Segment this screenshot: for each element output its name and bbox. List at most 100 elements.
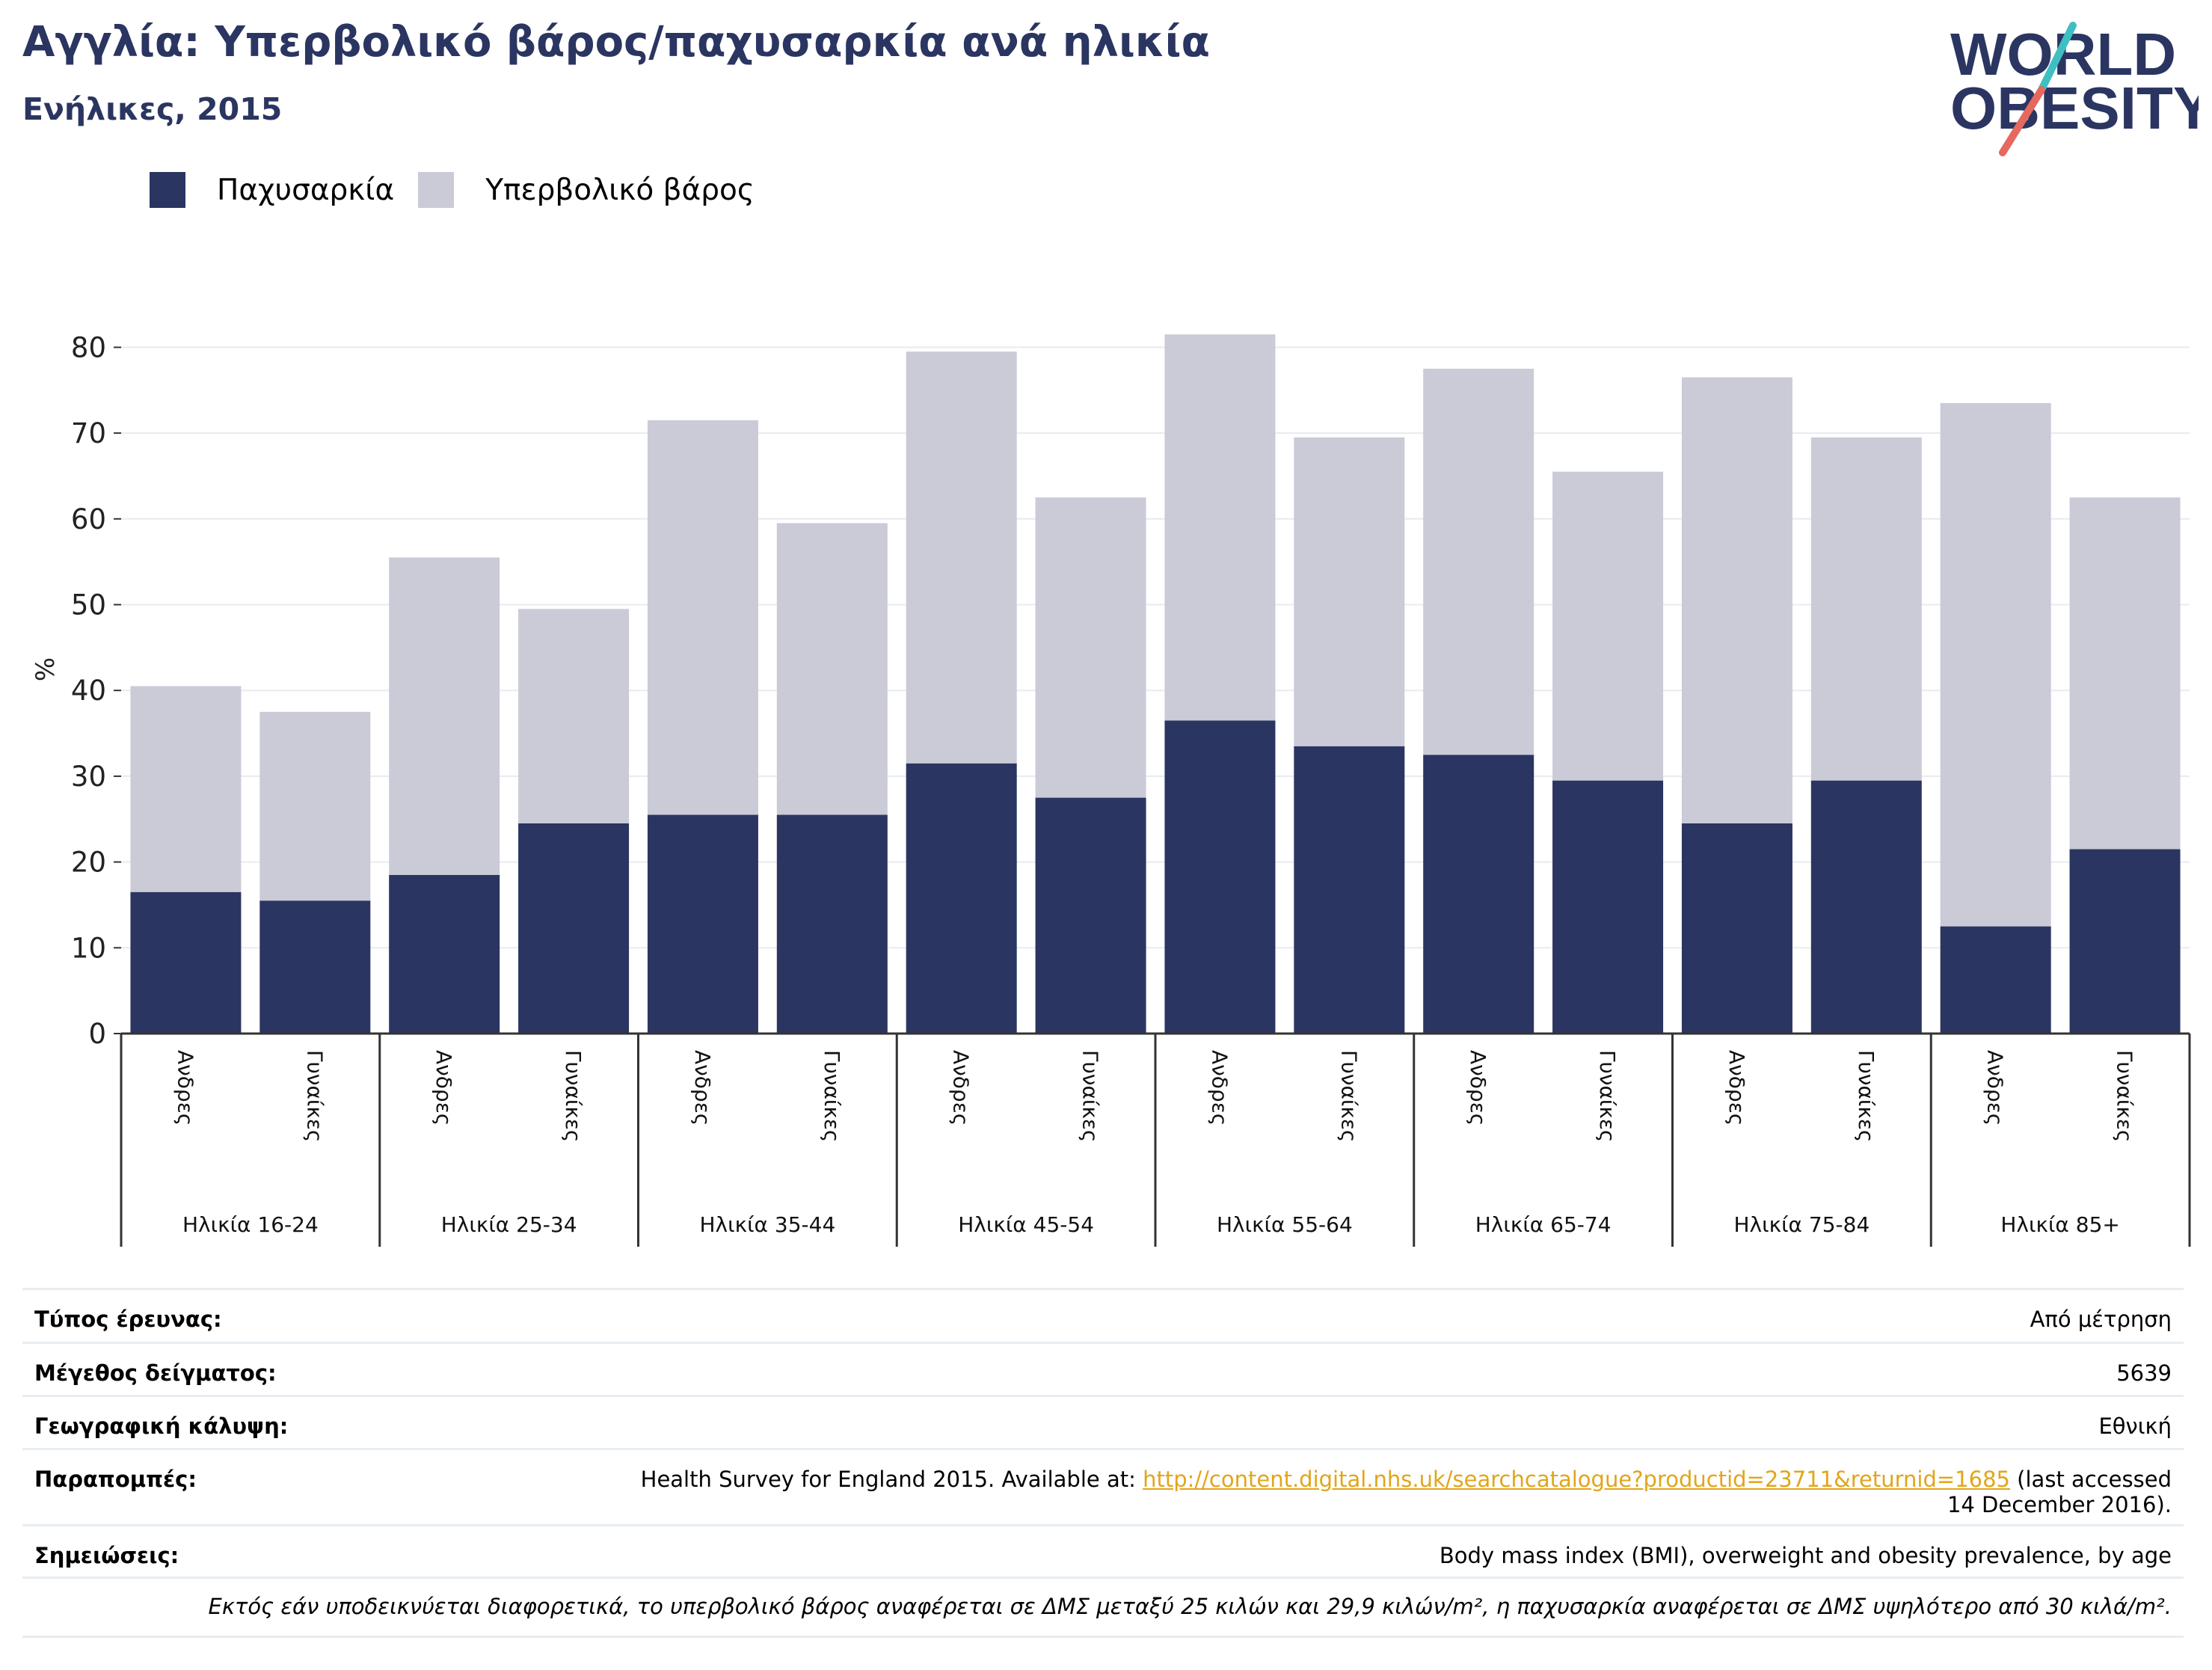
meta-key-survey-type: Τύπος έρευνας: <box>34 1307 222 1332</box>
chart-title: Αγγλία: Υπερβολικό βάρος/παχυσαρκία ανά … <box>22 18 1210 67</box>
meta-key-notes: Σημειώσεις: <box>34 1543 179 1568</box>
bar-overweight <box>1164 334 1276 721</box>
legend-item-obesity: Παχυσαρκία <box>150 172 394 208</box>
bar-overweight <box>776 523 888 815</box>
y-tick-label: 60 <box>71 503 106 535</box>
legend-item-overweight: Υπερβολικό βάρος <box>418 172 755 208</box>
bar-obesity <box>1164 720 1276 1034</box>
x-sub-label: Ανδρες <box>1466 1050 1490 1126</box>
bar-obesity <box>389 874 500 1034</box>
bar-obesity <box>1810 780 1922 1034</box>
reference-text: Health Survey for England 2015. Availabl… <box>640 1467 1143 1492</box>
bar-obesity <box>2069 849 2181 1034</box>
bar-obesity <box>1940 926 2051 1034</box>
bar-obesity <box>259 900 371 1034</box>
x-sub-label: Ανδρες <box>690 1050 715 1126</box>
bar-overweight <box>259 711 371 901</box>
y-tick-label: 80 <box>71 331 106 363</box>
y-tick-label: 20 <box>71 847 106 879</box>
bar-overweight <box>389 557 500 875</box>
x-sub-label: Ανδρες <box>173 1050 197 1126</box>
metadata-table: Τύπος έρευνας: Από μέτρηση Μέγεθος δείγμ… <box>22 1288 2184 1638</box>
meta-key-references: Παραπομπές: <box>34 1467 197 1492</box>
x-sub-label: Γυναίκες <box>1336 1050 1361 1142</box>
stacked-bar-chart: 0 10 20 30 40 50 60 70 80% Ανδρες Γυναίκες Ανδρες Γυ… <box>31 331 2191 1247</box>
meta-key-coverage: Γεωγραφική κάλυψη: <box>34 1413 289 1439</box>
y-tick-label: 0 <box>88 1018 106 1050</box>
x-sub-label: Γυναίκες <box>1595 1050 1620 1142</box>
legend-swatch-overweight <box>418 172 455 208</box>
bar-obesity <box>1423 755 1534 1034</box>
bar-overweight <box>647 420 758 815</box>
logo-line1: WORLD <box>1950 21 2176 88</box>
meta-row-references: Παραπομπές: Health Survey for England 20… <box>22 1448 2184 1524</box>
legend-swatch-obesity <box>150 172 185 208</box>
group-label: Ηλικία 35-44 <box>699 1212 835 1237</box>
group-label: Ηλικία 85+ <box>2000 1212 2120 1237</box>
x-sub-label: Γυναίκες <box>2113 1050 2137 1142</box>
group-label: Ηλικία 75-84 <box>1733 1212 1870 1237</box>
y-tick-label: 40 <box>71 675 106 707</box>
y-tick-label: 30 <box>71 761 106 793</box>
bar-obesity <box>647 814 758 1034</box>
y-axis-label: % <box>31 657 61 681</box>
x-sub-label: Ανδρες <box>1207 1050 1232 1126</box>
bar-overweight <box>1681 377 1792 823</box>
logo-slash-coral <box>1999 86 2045 156</box>
x-sub-label: Γυναίκες <box>1078 1050 1103 1142</box>
x-sub-label: Ανδρες <box>431 1050 456 1126</box>
y-tick-label: 70 <box>71 417 106 449</box>
chart-legend: Παχυσαρκία Υπερβολικό βάρος <box>150 172 778 208</box>
bar-overweight <box>1294 437 1405 746</box>
bar-obesity <box>1552 780 1664 1034</box>
group-label: Ηλικία 45-54 <box>958 1212 1094 1237</box>
group-label: Ηλικία 55-64 <box>1217 1212 1353 1237</box>
meta-value-survey-type: Από μέτρηση <box>2030 1307 2172 1332</box>
bar-obesity <box>518 823 630 1034</box>
bar-obesity <box>1294 746 1405 1034</box>
meta-value-references: Health Survey for England 2015. Availabl… <box>641 1467 2172 1517</box>
x-sub-label: Γυναίκες <box>302 1050 327 1142</box>
bar-overweight <box>1035 497 1146 798</box>
x-sub-label: Γυναίκες <box>561 1050 586 1142</box>
group-label: Ηλικία 25-34 <box>441 1212 577 1237</box>
x-sub-label: Γυναίκες <box>820 1050 844 1142</box>
reference-date: 14 December 2016). <box>1947 1492 2172 1517</box>
bar-overweight <box>518 609 630 823</box>
bar-obesity <box>906 763 1017 1034</box>
reference-link[interactable]: http://content.digital.nhs.uk/searchcata… <box>1143 1467 2010 1492</box>
meta-key-sample-size: Μέγεθος δείγματος: <box>34 1360 277 1386</box>
bar-overweight <box>1810 437 1922 781</box>
meta-row-sample-size: Μέγεθος δείγματος: 5639 <box>22 1342 2184 1395</box>
bar-obesity <box>1681 823 1792 1034</box>
bar-obesity <box>1035 797 1146 1034</box>
legend-label-obesity: Παχυσαρκία <box>217 173 395 207</box>
logo-line2: OBESITY <box>1950 75 2199 141</box>
meta-value-coverage: Εθνική <box>2098 1413 2172 1439</box>
y-tick-label: 10 <box>71 932 106 964</box>
x-sub-label: Ανδρες <box>1724 1050 1749 1126</box>
bar-overweight <box>2069 497 2181 850</box>
bar-overweight <box>1423 369 1534 755</box>
bar-obesity <box>776 814 888 1034</box>
reference-accessed: (last accessed <box>2009 1467 2172 1492</box>
bar-overweight <box>130 686 242 892</box>
x-sub-label: Γυναίκες <box>1854 1050 1878 1142</box>
meta-row-coverage: Γεωγραφική κάλυψη: Εθνική <box>22 1395 2184 1448</box>
x-sub-label: Ανδρες <box>949 1050 974 1126</box>
bar-overweight <box>1940 402 2051 927</box>
bar-overweight <box>906 352 1017 764</box>
meta-row-survey-type: Τύπος έρευνας: Από μέτρηση <box>22 1288 2184 1342</box>
y-tick-label: 50 <box>71 589 106 621</box>
world-obesity-logo: WORLD OBESITY <box>1950 21 2199 156</box>
bar-overweight <box>1552 471 1664 781</box>
chart-subtitle: Ενήλικες, 2015 <box>22 91 283 127</box>
meta-value-notes: Body mass index (BMI), overweight and ob… <box>1439 1543 2172 1568</box>
meta-value-sample-size: 5639 <box>2116 1360 2172 1386</box>
footnote: Εκτός εάν υποδεικνύεται διαφορετικά, το … <box>22 1577 2184 1638</box>
group-label: Ηλικία 65-74 <box>1475 1212 1612 1237</box>
logo-slash-teal <box>2038 22 2077 93</box>
legend-label-overweight: Υπερβολικό βάρος <box>485 173 755 207</box>
group-label: Ηλικία 16-24 <box>182 1212 319 1237</box>
x-sub-label: Ανδρες <box>1983 1050 2008 1126</box>
